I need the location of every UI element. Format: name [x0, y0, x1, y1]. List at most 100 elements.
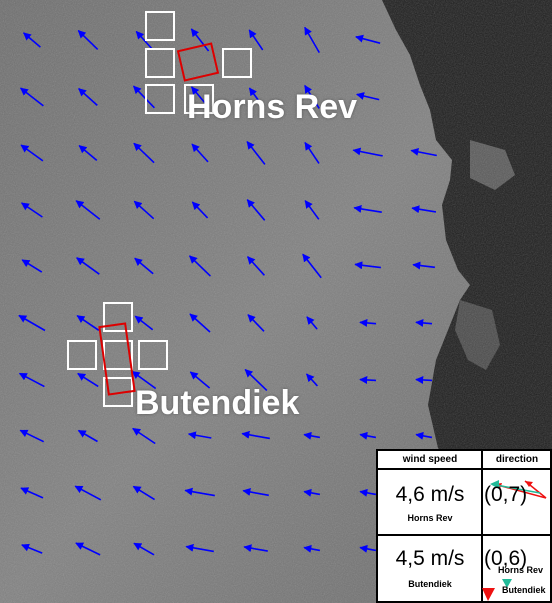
butendiek-speed: 4,5 m/s — [395, 547, 465, 570]
wind-vector-arrow — [75, 200, 101, 220]
wind-vector-arrow — [359, 488, 377, 497]
wind-vector-arrow — [22, 32, 41, 48]
wind-vector-field — [18, 26, 437, 556]
grid-cell — [103, 302, 133, 332]
wind-vector-arrow — [184, 487, 215, 497]
butendiek-label: Butendiek — [135, 384, 300, 422]
wind-vector-arrow — [189, 255, 211, 277]
wind-vector-arrow — [303, 431, 321, 440]
wind-vector-arrow — [359, 544, 377, 553]
grid-cell — [184, 84, 214, 114]
wind-vector-arrow — [133, 142, 155, 164]
wind-vector-arrow — [306, 316, 318, 330]
wind-legend: wind speed direction 4,6 m/s Horns Rev (… — [376, 449, 552, 603]
grid-cell — [145, 48, 175, 78]
wind-vector-arrow — [191, 201, 209, 219]
grid-cell — [145, 84, 175, 114]
wind-vector-arrow — [356, 92, 380, 101]
wind-vector-arrow — [132, 485, 156, 501]
wind-vector-arrow — [411, 205, 437, 214]
wind-vector-arrow — [76, 257, 100, 275]
wind-vector-arrow — [410, 147, 437, 157]
horns-rev-mast-arrow — [495, 484, 541, 494]
wind-vector-arrow — [190, 86, 210, 108]
butendiek-site-label: Butendiek — [408, 579, 452, 589]
legend-grid — [378, 451, 550, 601]
wind-vector-arrow — [248, 29, 264, 51]
wind-vector-arrow — [133, 542, 155, 556]
butendiek-farm-outline — [98, 322, 136, 396]
wind-vector-arrow — [359, 431, 377, 440]
horns-rev-direction-value: (0,7) — [484, 483, 528, 506]
wind-vector-arrow — [303, 488, 321, 497]
wind-vector-arrow — [242, 488, 269, 497]
key-label-butendiek: Butendiek — [502, 585, 546, 595]
key-label-horns-rev: Horns Rev — [498, 565, 544, 575]
wind-vector-arrow — [304, 26, 320, 53]
horns-rev-site-label: Horns Rev — [407, 513, 453, 523]
wind-vector-arrow — [131, 370, 157, 390]
wind-vector-arrow — [75, 542, 101, 556]
wind-vector-arrow — [306, 373, 318, 387]
wind-vector-arrow — [415, 318, 433, 327]
wind-vector-arrow — [355, 34, 381, 44]
wind-vector-arrow — [354, 261, 381, 270]
wind-vector-arrow — [302, 253, 322, 279]
wind-vector-arrow — [359, 375, 377, 384]
red-key-triangle — [482, 588, 495, 601]
wind-vector-arrow — [78, 88, 98, 106]
wind-vector-arrow — [78, 144, 98, 162]
wind-vector-arrow — [352, 147, 383, 157]
grid-cell — [67, 340, 97, 370]
wind-vector-arrow — [412, 261, 435, 270]
wind-vector-arrow — [359, 318, 377, 327]
wind-vector-arrow — [132, 427, 156, 445]
wind-vector-arrow — [77, 372, 99, 388]
wind-vector-arrow — [77, 30, 99, 50]
horns-rev-speed: 4,6 m/s — [395, 483, 465, 506]
wind-vector-arrow — [248, 87, 264, 107]
wind-vector-arrow — [21, 543, 43, 554]
wind-vector-arrow — [18, 314, 46, 332]
wind-vector-arrow — [76, 315, 100, 331]
wind-vector-arrow — [135, 30, 153, 50]
wind-vector-arrow — [246, 199, 266, 221]
wind-vector-arrow — [133, 85, 155, 109]
wind-vector-arrow — [74, 485, 102, 501]
wind-vector-arrow — [20, 144, 44, 162]
wind-vector-arrow — [187, 431, 212, 440]
wind-vector-arrow — [77, 429, 98, 443]
wind-vector-arrow — [19, 87, 44, 107]
wind-vector-arrow — [189, 313, 211, 333]
wind-vector-arrow — [133, 200, 155, 220]
wind-vector-arrow — [134, 315, 154, 331]
wind-vector-arrow — [246, 140, 266, 165]
wind-vector-arrow — [185, 543, 214, 553]
wind-vector-arrow — [304, 84, 320, 109]
wind-vector-arrow — [353, 204, 382, 213]
butendiek-direction-value: (0,6) — [484, 547, 528, 570]
grid-cell — [145, 11, 175, 41]
wind-vector-arrow — [303, 544, 321, 553]
wind-vector-arrow — [415, 375, 433, 384]
grid-cell — [138, 340, 168, 370]
wind-vector-arrow — [191, 143, 209, 163]
wind-vector-arrow — [304, 141, 320, 164]
wind-vector-arrow — [20, 487, 44, 499]
wind-vector-arrow — [134, 257, 154, 275]
wind-vector-arrow — [243, 544, 268, 553]
horns-rev-grid — [145, 11, 252, 114]
wind-vector-arrow — [18, 372, 45, 388]
wind-vector-arrow — [241, 430, 270, 440]
wind-vector-arrow — [189, 371, 211, 389]
wind-vector-arrow — [190, 28, 210, 52]
grid-cell — [222, 48, 252, 78]
green-key-triangle — [502, 579, 512, 588]
legend-header-direction: direction — [495, 454, 539, 465]
horns-rev-farm-outline — [176, 42, 220, 82]
wind-vector-arrow — [304, 200, 320, 220]
horns-rev-label: Horns Rev — [187, 88, 358, 126]
wind-vector-arrow — [19, 429, 45, 443]
wind-vector-arrow — [415, 431, 433, 440]
